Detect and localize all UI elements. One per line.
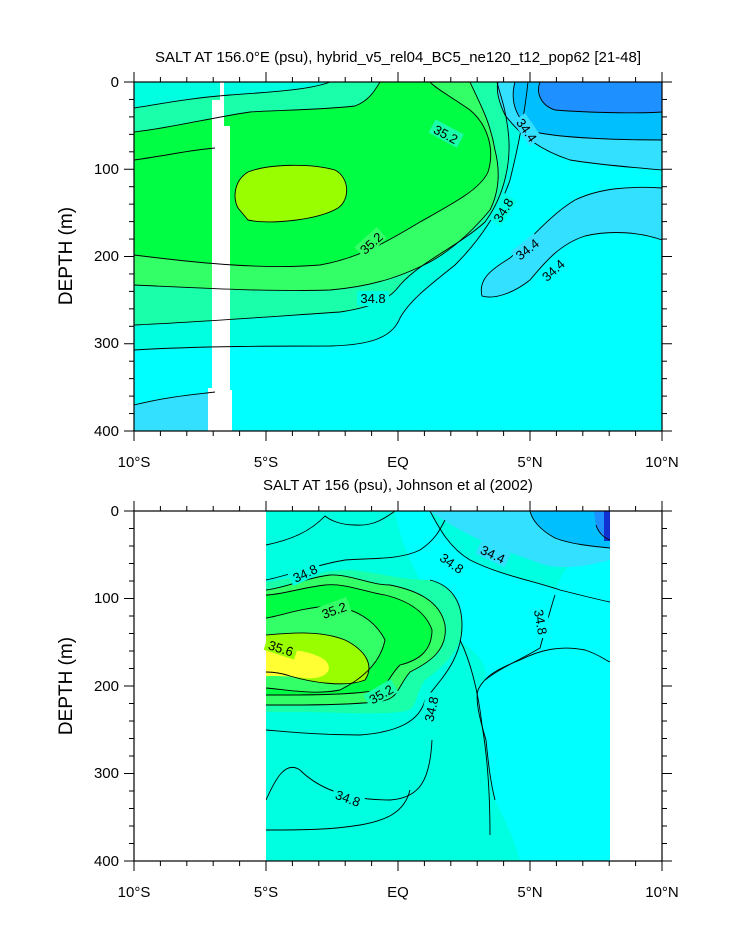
x-tick-label: EQ — [387, 884, 409, 901]
panel-1-ticks — [124, 72, 672, 441]
salinity-region-34.4-deep — [134, 392, 215, 431]
panel-1: SALT AT 156.0°E (psu), hybrid_v5_rel04_B… — [56, 49, 679, 471]
y-tick-label: 300 — [94, 335, 119, 352]
contour-line — [134, 82, 510, 326]
contour-line — [512, 82, 662, 141]
salinity-region-34.0 — [604, 511, 610, 541]
salinity-region-35.8 — [266, 649, 329, 679]
panel-2-y-axis-label: DEPTH (m) — [56, 637, 77, 735]
y-tick-label: 0 — [111, 74, 119, 91]
contour-label: 34.8 — [531, 608, 550, 636]
panel-1-title: SALT AT 156.0°E (psu), hybrid_v5_rel04_B… — [155, 49, 641, 66]
panel-2-title: SALT AT 156 (psu), Johnson et al (2002) — [263, 477, 533, 494]
contour-line — [266, 511, 396, 546]
contour-line — [134, 82, 492, 268]
contour-line — [134, 82, 381, 133]
x-tick-label: 5°N — [517, 884, 542, 901]
contour-line — [481, 232, 662, 298]
y-tick-label: 0 — [111, 503, 119, 520]
salinity-region-34.2 — [538, 82, 662, 113]
contour-line — [476, 647, 610, 801]
panel-1-contour-labels: 35.2 34.4 34.8 35.2 34.4 34.4 34.8 — [354, 113, 569, 306]
contour-label: 35.6 — [266, 637, 295, 659]
y-tick-label: 200 — [94, 248, 119, 265]
contour-line — [459, 639, 491, 836]
contour-line — [429, 511, 610, 603]
y-tick-label: 200 — [94, 678, 119, 695]
panel-1-y-axis-label: DEPTH (m) — [56, 207, 77, 305]
x-tick-label: 5°S — [254, 884, 278, 901]
salinity-region-34.3 — [513, 82, 662, 140]
y-tick-label: 100 — [94, 590, 119, 607]
salinity-region-surface-34.8 — [134, 82, 330, 108]
salinity-region-35.4 — [235, 165, 347, 222]
panel-2-x-tick-labels: 10°S 5°S EQ 5°N 10°N — [118, 884, 679, 901]
contour-line — [134, 82, 499, 291]
contour-line — [595, 524, 610, 541]
panel-2-ticks — [124, 501, 672, 871]
panel-1-field — [134, 82, 662, 431]
salinity-region-34.4 — [497, 82, 662, 170]
x-tick-label: EQ — [387, 454, 409, 471]
x-tick-label: 5°S — [254, 454, 278, 471]
panel-2-contour-labels: 34.8 34.8 34.4 35.2 34.8 35.6 35.2 34.8 … — [263, 539, 552, 811]
contour-line — [134, 147, 216, 161]
panel-1-y-tick-labels: 0 100 200 300 400 — [94, 74, 119, 440]
contour-label: 34.8 — [422, 695, 442, 723]
y-tick-label: 300 — [94, 765, 119, 782]
panel-2-contour-lines — [266, 511, 610, 836]
contour-line — [134, 82, 529, 351]
contour-line — [134, 82, 331, 109]
x-tick-label: 10°N — [645, 454, 679, 471]
y-tick-label: 400 — [94, 423, 119, 440]
salinity-region-34.4-subsurface — [481, 187, 662, 298]
panel-1-contour-lines — [134, 82, 662, 406]
salinity-region-34.3 — [530, 511, 610, 548]
contour-line — [134, 391, 216, 406]
contour-line — [266, 632, 370, 685]
panel-2-y-tick-labels: 0 100 200 300 400 — [94, 503, 119, 870]
y-tick-label: 400 — [94, 853, 119, 870]
x-tick-label: 5°N — [517, 454, 542, 471]
contour-line — [266, 605, 386, 693]
y-tick-label: 100 — [94, 161, 119, 178]
panel-1-x-tick-labels: 10°S 5°S EQ 5°N 10°N — [118, 454, 679, 471]
contour-line — [266, 574, 446, 706]
contour-line — [234, 164, 348, 223]
missing-data-strip — [208, 82, 232, 431]
contour-line — [484, 594, 556, 681]
contour-line — [529, 511, 610, 549]
contour-label: 34.8 — [360, 291, 385, 306]
panel-2-field — [266, 511, 610, 861]
contour-line — [480, 186, 662, 297]
x-tick-label: 10°N — [645, 884, 679, 901]
x-tick-label: 10°S — [118, 454, 151, 471]
contour-line — [538, 82, 662, 114]
x-tick-label: 10°S — [118, 884, 151, 901]
contour-line — [266, 789, 411, 831]
contour-line — [496, 82, 662, 171]
panel-2: SALT AT 156 (psu), Johnson et al (2002) — [56, 477, 679, 901]
contour-line — [266, 584, 433, 696]
